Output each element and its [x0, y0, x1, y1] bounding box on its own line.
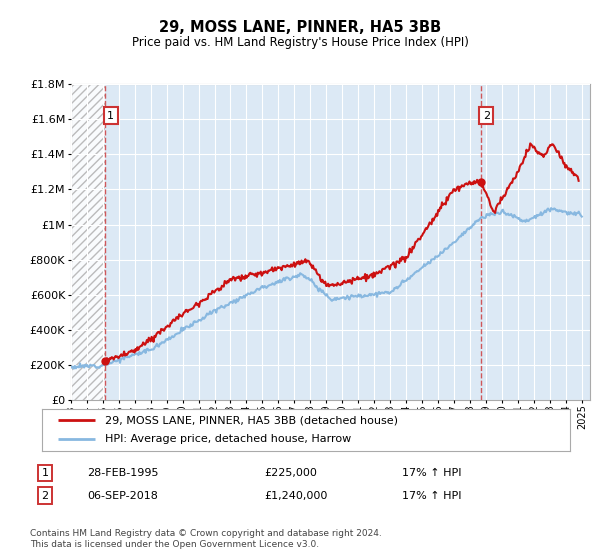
Text: Price paid vs. HM Land Registry's House Price Index (HPI): Price paid vs. HM Land Registry's House … [131, 36, 469, 49]
Text: Contains HM Land Registry data © Crown copyright and database right 2024.
This d: Contains HM Land Registry data © Crown c… [30, 529, 382, 549]
Text: £225,000: £225,000 [264, 468, 317, 478]
Text: HPI: Average price, detached house, Harrow: HPI: Average price, detached house, Harr… [106, 435, 352, 445]
Text: 2: 2 [41, 491, 49, 501]
Text: 2: 2 [483, 111, 490, 120]
Text: 28-FEB-1995: 28-FEB-1995 [87, 468, 158, 478]
Text: £1,240,000: £1,240,000 [264, 491, 328, 501]
Text: 29, MOSS LANE, PINNER, HA5 3BB: 29, MOSS LANE, PINNER, HA5 3BB [159, 20, 441, 35]
Text: 06-SEP-2018: 06-SEP-2018 [87, 491, 158, 501]
Text: 17% ↑ HPI: 17% ↑ HPI [402, 491, 461, 501]
Text: 29, MOSS LANE, PINNER, HA5 3BB (detached house): 29, MOSS LANE, PINNER, HA5 3BB (detached… [106, 415, 398, 425]
Text: 17% ↑ HPI: 17% ↑ HPI [402, 468, 461, 478]
Text: 1: 1 [41, 468, 49, 478]
Bar [71, 84, 105, 400]
Text: 1: 1 [107, 111, 114, 120]
